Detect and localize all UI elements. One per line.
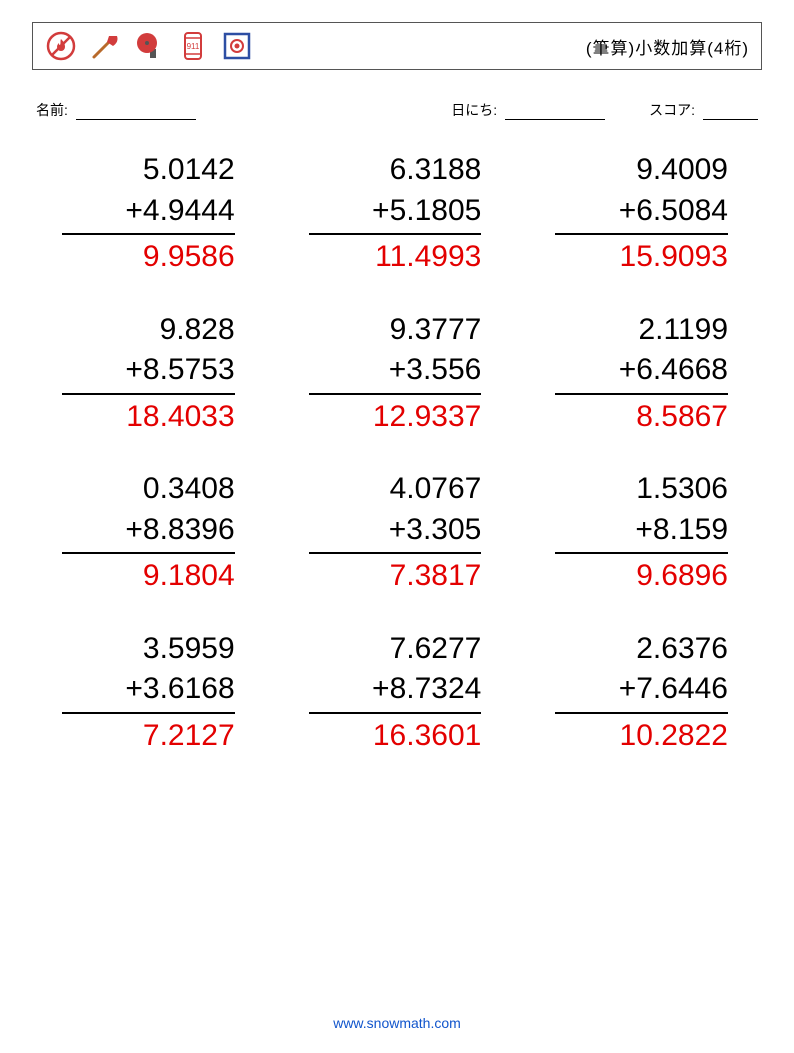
bell-icon — [133, 30, 165, 62]
score-label: スコア: — [649, 100, 695, 120]
operand-2: +3.305 — [309, 510, 482, 551]
problem: 3.5959+3.6168 7.2127 — [62, 629, 239, 757]
footer-url[interactable]: www.snowmath.com — [0, 1015, 794, 1031]
operand-1: 6.3188 — [309, 150, 482, 191]
problem: 2.6376+7.6446 10.2822 — [555, 629, 732, 757]
operand-1: 2.1199 — [555, 310, 728, 351]
worksheet-page: 911 (筆算)小数加算(4桁) 名前: 日にち: スコア: — [0, 0, 794, 1053]
answer: 10.2822 — [555, 716, 728, 757]
problem: 1.5306+8.159 9.6896 — [555, 469, 732, 597]
answer: 18.4033 — [62, 397, 235, 438]
answer: 11.4993 — [309, 237, 482, 278]
meta-left: 名前: — [36, 100, 196, 120]
problem-rule — [62, 393, 235, 395]
problem: 9.828+8.5753 18.4033 — [62, 310, 239, 438]
problem-rule — [555, 233, 728, 235]
meta-row: 名前: 日にち: スコア: — [32, 100, 762, 120]
operand-1: 5.0142 — [62, 150, 235, 191]
worksheet-title: (筆算)小数加算(4桁) — [586, 34, 749, 59]
problems-grid: 5.0142+4.9444 9.9586 6.3188+5.1805 11.4993 9… — [32, 150, 762, 756]
no-fire-icon — [45, 30, 77, 62]
answer: 9.9586 — [62, 237, 235, 278]
problem: 9.4009+6.5084 15.9093 — [555, 150, 732, 278]
problem-rule — [62, 233, 235, 235]
operand-2: +3.6168 — [62, 669, 235, 710]
answer: 9.6896 — [555, 556, 728, 597]
answer: 12.9337 — [309, 397, 482, 438]
answer: 16.3601 — [309, 716, 482, 757]
answer: 7.3817 — [309, 556, 482, 597]
operand-2: +4.9444 — [62, 191, 235, 232]
problem-rule — [309, 712, 482, 714]
date-blank[interactable] — [505, 105, 605, 120]
operand-2: +8.159 — [555, 510, 728, 551]
svg-text:911: 911 — [187, 42, 200, 51]
operand-2: +7.6446 — [555, 669, 728, 710]
operand-1: 9.4009 — [555, 150, 728, 191]
operand-1: 9.828 — [62, 310, 235, 351]
phone-911-icon: 911 — [177, 30, 209, 62]
answer: 15.9093 — [555, 237, 728, 278]
operand-2: +8.5753 — [62, 350, 235, 391]
operand-2: +6.4668 — [555, 350, 728, 391]
problem-rule — [309, 233, 482, 235]
axe-icon — [89, 30, 121, 62]
problem-rule — [309, 552, 482, 554]
pull-station-icon — [221, 30, 253, 62]
problem-rule — [555, 712, 728, 714]
answer: 8.5867 — [555, 397, 728, 438]
problem: 0.3408+8.8396 9.1804 — [62, 469, 239, 597]
operand-1: 7.6277 — [309, 629, 482, 670]
score-blank[interactable] — [703, 105, 758, 120]
problem-rule — [62, 712, 235, 714]
answer: 7.2127 — [62, 716, 235, 757]
problem: 2.1199+6.4668 8.5867 — [555, 310, 732, 438]
problem: 7.6277+8.7324 16.3601 — [309, 629, 486, 757]
date-label: 日にち: — [451, 100, 497, 120]
meta-right: 日にち: スコア: — [451, 100, 758, 120]
operand-1: 9.3777 — [309, 310, 482, 351]
name-blank[interactable] — [76, 105, 196, 120]
problem-rule — [555, 552, 728, 554]
top-banner: 911 (筆算)小数加算(4桁) — [32, 22, 762, 70]
problem: 5.0142+4.9444 9.9586 — [62, 150, 239, 278]
problem-rule — [62, 552, 235, 554]
icon-row: 911 — [45, 30, 253, 62]
operand-2: +8.7324 — [309, 669, 482, 710]
operand-2: +3.556 — [309, 350, 482, 391]
problem: 9.3777+3.556 12.9337 — [309, 310, 486, 438]
answer: 9.1804 — [62, 556, 235, 597]
operand-1: 2.6376 — [555, 629, 728, 670]
operand-1: 0.3408 — [62, 469, 235, 510]
name-label: 名前: — [36, 100, 68, 120]
problem-rule — [309, 393, 482, 395]
operand-1: 3.5959 — [62, 629, 235, 670]
operand-2: +5.1805 — [309, 191, 482, 232]
problem-rule — [555, 393, 728, 395]
operand-2: +6.5084 — [555, 191, 728, 232]
operand-1: 1.5306 — [555, 469, 728, 510]
problem: 4.0767+3.305 7.3817 — [309, 469, 486, 597]
operand-1: 4.0767 — [309, 469, 482, 510]
problem: 6.3188+5.1805 11.4993 — [309, 150, 486, 278]
operand-2: +8.8396 — [62, 510, 235, 551]
